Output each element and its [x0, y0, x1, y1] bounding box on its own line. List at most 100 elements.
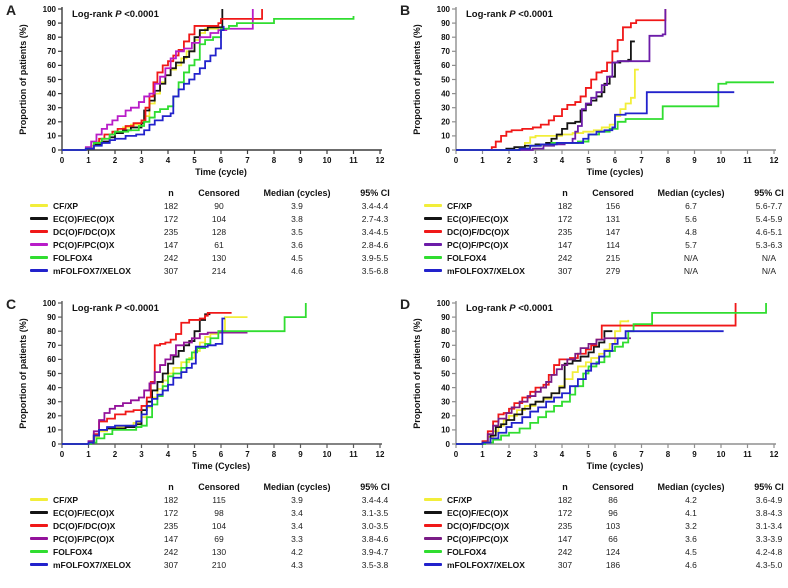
median-value: 3.2	[685, 520, 697, 531]
y-tick-label: 60	[441, 355, 450, 364]
regimen-name: DC(O)F/DC(O)X	[53, 520, 116, 531]
column-header: 95% CI	[360, 481, 390, 492]
y-axis-title: Proportion of patients (%)	[18, 318, 28, 429]
legend-line-swatch	[424, 498, 442, 501]
legend-line-swatch	[30, 230, 48, 233]
column-header: Median (cycles)	[263, 481, 331, 492]
regimen-name: mFOLFOX7/XELOX	[447, 559, 525, 570]
x-tick-label: 8	[666, 450, 671, 459]
censored-value: 103	[605, 520, 621, 531]
legend-line-swatch	[424, 524, 442, 527]
series-folfox4	[456, 303, 767, 445]
y-tick-label: 50	[441, 75, 450, 84]
y-tick-label: 90	[47, 19, 56, 28]
y-tick-label: 80	[441, 33, 450, 42]
x-tick-label: 1	[480, 156, 485, 165]
n-value: 182	[163, 200, 179, 211]
y-tick-label: 90	[47, 313, 56, 322]
table-row: mFOLFOX7/XELOX 307 210 4.3 3.5-3.8	[30, 558, 390, 571]
x-tick-label: 7	[245, 156, 250, 165]
legend-table-d: n Censored Median (cycles) 95% CI CF/XP 182 86…	[424, 480, 784, 571]
ci-value: 3.4-4.5	[361, 226, 389, 237]
x-tick-label: 0	[60, 450, 65, 459]
x-tick-label: 11	[349, 156, 358, 165]
x-tick-label: 2	[113, 450, 118, 459]
n-value: 147	[163, 239, 179, 250]
regimen-name: EC(O)F/EC(O)X	[53, 213, 115, 224]
y-tick-label: 10	[47, 426, 56, 435]
x-tick-label: 4	[166, 156, 171, 165]
ci-value: 5.4-5.9	[755, 213, 783, 224]
regimen-name: DC(O)F/DC(O)X	[53, 226, 116, 237]
x-tick-label: 3	[533, 450, 538, 459]
series-dc-o-f-dc-o-x	[62, 9, 263, 151]
regimen-label: CF/XP	[424, 495, 548, 505]
column-header: Median (cycles)	[657, 187, 725, 198]
panel-a: A 0 10 20 30 40 50 60 70 80 90 100 0 1 2 3 4 5 6 7 8 9 10 11 12…	[0, 0, 394, 294]
ci-value: 3.4-4.4	[361, 200, 389, 211]
series-dc-o-f-dc-o-x	[62, 311, 232, 445]
legend-line-swatch	[424, 550, 442, 553]
y-tick-label: 60	[47, 355, 56, 364]
x-tick-label: 7	[639, 450, 644, 459]
table-row: FOLFOX4 242 124 4.5 4.2-4.8	[424, 545, 784, 558]
censored-value: 156	[605, 200, 621, 211]
n-value: 242	[557, 252, 573, 263]
y-tick-label: 50	[47, 75, 56, 84]
censored-value: 131	[605, 213, 621, 224]
x-tick-label: 4	[166, 450, 171, 459]
regimen-name: DC(O)F/DC(O)X	[447, 226, 510, 237]
regimen-name: mFOLFOX7/XELOX	[53, 265, 131, 276]
legend-line-swatch	[30, 498, 48, 501]
median-value: 4.5	[685, 546, 697, 557]
y-tick-label: 70	[47, 341, 56, 350]
legend-line-swatch	[424, 511, 442, 514]
x-tick-label: 1	[86, 156, 91, 165]
y-tick-label: 0	[446, 440, 451, 449]
n-value: 307	[163, 265, 179, 276]
x-tick-label: 5	[192, 450, 197, 459]
censored-value: 147	[605, 226, 621, 237]
series-pc-o-f-pc-o-x	[62, 331, 248, 445]
censored-value: 104	[211, 520, 227, 531]
regimen-label: FOLFOX4	[424, 253, 548, 263]
y-tick-label: 100	[437, 299, 451, 308]
regimen-name: EC(O)F/EC(O)X	[447, 507, 509, 518]
regimen-name: FOLFOX4	[53, 252, 93, 263]
regimen-name: EC(O)F/EC(O)X	[447, 213, 509, 224]
series-folfox4	[62, 16, 355, 151]
censored-value: 210	[211, 559, 227, 570]
column-header: 95% CI	[360, 187, 390, 198]
censored-value: 90	[214, 200, 224, 211]
regimen-label: PC(O)F/PC(O)X	[424, 240, 548, 250]
column-header: n	[562, 187, 568, 198]
x-tick-label: 2	[113, 156, 118, 165]
n-value: 235	[557, 520, 573, 531]
n-value: 172	[557, 213, 573, 224]
censored-value: 214	[211, 265, 227, 276]
table-row: mFOLFOX7/XELOX 307 279 N/A N/A	[424, 264, 784, 277]
logrank-annotation: Log-rank P <0.0001	[72, 303, 160, 314]
y-tick-label: 0	[52, 146, 57, 155]
y-tick-label: 0	[52, 440, 57, 449]
x-tick-label: 10	[717, 156, 726, 165]
regimen-name: CF/XP	[447, 494, 473, 505]
y-tick-label: 70	[441, 341, 450, 350]
column-header: Median (cycles)	[263, 187, 331, 198]
ci-value: N/A	[761, 252, 777, 263]
y-tick-label: 20	[47, 118, 56, 127]
ci-value: 4.2-4.8	[755, 546, 783, 557]
legend-table-b: n Censored Median (cycles) 95% CI CF/XP 182 15…	[424, 186, 784, 277]
legend-line-swatch	[424, 217, 442, 220]
regimen-label: EC(O)F/EC(O)X	[424, 508, 548, 518]
x-tick-label: 1	[480, 450, 485, 459]
table-row: EC(O)F/EC(O)X 172 131 5.6 5.4-5.9	[424, 212, 784, 225]
ci-value: 2.8-4.6	[361, 239, 389, 250]
regimen-name: EC(O)F/EC(O)X	[53, 507, 115, 518]
panel-b: B 0 10 20 30 40 50 60 70 80 90 100 0 1 2 3 4 5 6 7 8 9 10 11 12…	[394, 0, 788, 294]
ci-value: 3.1-3.5	[361, 507, 389, 518]
